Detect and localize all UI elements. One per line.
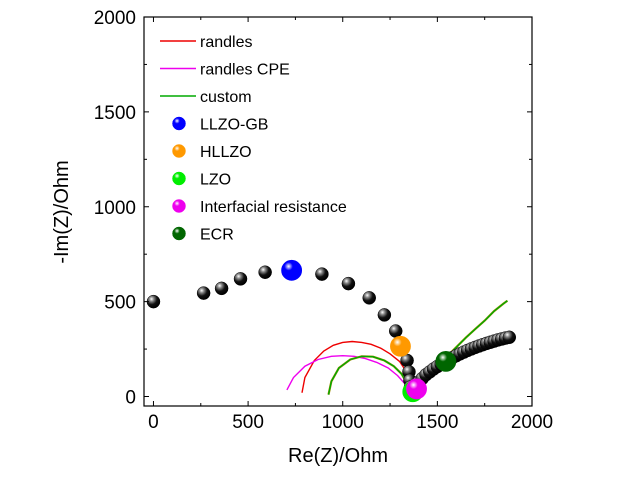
data-point (502, 330, 517, 345)
y-tick-label: 500 (104, 293, 136, 314)
x-tick-label: 1500 (416, 412, 458, 433)
marker-hllzo (390, 335, 411, 357)
legend-randles-label: randles (200, 34, 252, 51)
y-axis-label: -Im(Z)/Ohm (51, 160, 73, 263)
axes-layer: 0 500 1000 1500 2000 0 500 1000 1500 2000 (94, 8, 553, 433)
x-axis-label: Re(Z)/Ohm (288, 445, 388, 467)
y-tick-label: 1500 (94, 103, 136, 124)
data-point (388, 324, 403, 338)
data-point (258, 265, 272, 279)
legend-ecr-swatch (172, 226, 186, 241)
x-tick-label: 500 (232, 412, 264, 433)
x-tick-label: 1000 (322, 412, 364, 433)
marker-interfacial-resistance (406, 378, 427, 400)
series-randles-line (301, 340, 412, 393)
marker-llzo-gb (281, 259, 303, 281)
legend-interfacial-resistance-label: Interfacial resistance (200, 199, 347, 216)
legend-randles-cpe-label: randles CPE (200, 62, 290, 79)
legend-llzo-gb-label: LLZO-GB (200, 117, 268, 134)
data-point (214, 281, 229, 296)
legend-hllzo-label: HLLZO (200, 144, 252, 161)
y-tick-label: 1000 (94, 198, 136, 219)
legend: randles randles CPE custom LLZO-GB HLLZO LZO I… (160, 34, 347, 244)
legend-lzo-swatch (172, 171, 186, 186)
y-tick-label: 2000 (94, 8, 136, 29)
y-tick-label: 0 (125, 388, 136, 409)
data-point (196, 286, 211, 300)
legend-custom-label: custom (200, 89, 252, 106)
legend-lzo-label: LZO (200, 172, 231, 189)
plot-layer (146, 259, 517, 403)
x-tick-label: 0 (148, 412, 159, 433)
x-tick-label: 2000 (511, 412, 553, 433)
legend-llzo-gb-swatch (172, 116, 186, 131)
plot-frame (143, 16, 533, 407)
data-point (362, 291, 376, 305)
series-randles-cpe-line (286, 354, 412, 394)
data-point (233, 272, 248, 286)
marker-ecr (435, 351, 457, 372)
data-point (341, 276, 356, 291)
legend-hllzo-swatch (172, 144, 186, 158)
legend-ecr-label: ECR (200, 227, 234, 244)
legend-interfacial-resistance-swatch (172, 199, 186, 213)
data-point (377, 308, 392, 322)
data-point (315, 267, 329, 281)
